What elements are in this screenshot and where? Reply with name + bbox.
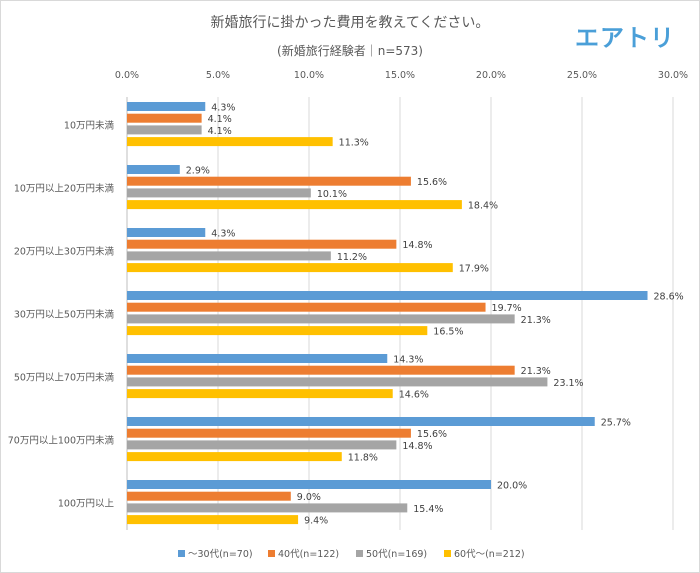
bar (127, 377, 548, 387)
data-label: 20.0% (497, 481, 527, 492)
bar (127, 200, 462, 210)
data-label: 14.6% (399, 390, 429, 401)
data-label: 11.8% (348, 453, 378, 464)
bar (127, 365, 515, 375)
data-label: 4.1% (208, 114, 232, 125)
x-tick-label: 20.0% (476, 70, 506, 81)
x-tick-label: 10.0% (294, 70, 324, 81)
bar (127, 176, 411, 186)
bar (127, 125, 202, 135)
data-label: 14.8% (402, 240, 432, 251)
bar (127, 291, 648, 300)
data-label: 9.0% (297, 492, 321, 503)
category-label: 10万円未満 (64, 119, 115, 131)
legend-label: 50代(n=169) (366, 549, 427, 560)
bar (127, 417, 595, 426)
category-label: 20万円以上30万円未満 (14, 245, 115, 257)
x-tick-label: 5.0% (206, 70, 230, 81)
data-label: 4.3% (211, 229, 235, 240)
chart-title: 新婚旅行に掛かった費用を教えてください。 (211, 15, 490, 31)
category-label: 10万円以上20万円未満 (14, 182, 115, 194)
data-label: 9.4% (304, 516, 328, 527)
bar (127, 102, 206, 111)
data-label: 21.3% (521, 366, 551, 377)
data-label: 2.9% (186, 166, 210, 177)
bar (127, 188, 311, 198)
bar (127, 137, 333, 147)
bar (127, 515, 299, 525)
bar (127, 491, 291, 501)
category-label: 30万円以上50万円未満 (14, 308, 115, 320)
bar (127, 452, 342, 462)
data-label: 14.8% (402, 441, 432, 452)
legend-swatch (444, 550, 451, 557)
category-label: 70万円以上100万円未満 (8, 434, 115, 446)
data-label: 21.3% (521, 315, 551, 326)
data-label: 17.9% (459, 264, 489, 275)
bar (127, 314, 515, 324)
legend-label: 40代(n=122) (278, 549, 339, 560)
data-label: 4.3% (211, 103, 235, 114)
x-tick-label: 25.0% (567, 70, 597, 81)
x-tick-label: 0.0% (115, 70, 139, 81)
bar (127, 389, 393, 399)
data-label: 15.4% (413, 504, 443, 515)
data-label: 10.1% (317, 189, 347, 200)
data-label: 11.3% (339, 138, 369, 149)
chart-subtitle: (新婚旅行経験者｜n=573) (277, 43, 423, 58)
bar (127, 251, 331, 261)
bar (127, 228, 206, 237)
bar (127, 239, 397, 249)
data-label: 28.6% (654, 292, 684, 303)
data-label: 19.7% (492, 303, 522, 314)
bar (127, 480, 491, 489)
data-label: 15.6% (417, 429, 447, 440)
data-label: 25.7% (601, 418, 631, 429)
category-label: 50万円以上70万円未満 (14, 371, 115, 383)
data-label: 15.6% (417, 177, 447, 188)
legend-swatch (268, 550, 275, 557)
logo: エアトリ (575, 24, 675, 52)
data-label: 4.1% (208, 126, 232, 137)
bar (127, 326, 428, 336)
data-label: 23.1% (553, 378, 583, 389)
legend-swatch (356, 550, 363, 557)
x-tick-label: 30.0% (658, 70, 688, 81)
bar (127, 428, 411, 438)
bar (127, 263, 453, 273)
category-label: 100万円以上 (58, 498, 115, 509)
bar (127, 440, 397, 450)
legend-label: 60代～(n=212) (454, 549, 525, 560)
legend-label: ～30代(n=70) (188, 549, 253, 560)
x-tick-label: 15.0% (385, 70, 415, 81)
data-label: 14.3% (393, 355, 423, 366)
bar (127, 354, 388, 363)
data-label: 11.2% (337, 252, 367, 263)
bar (127, 165, 180, 174)
data-label: 18.4% (468, 201, 498, 212)
legend-swatch (178, 550, 185, 557)
data-label: 16.5% (433, 327, 463, 338)
bar (127, 503, 408, 513)
bar (127, 113, 202, 123)
bar (127, 302, 486, 312)
